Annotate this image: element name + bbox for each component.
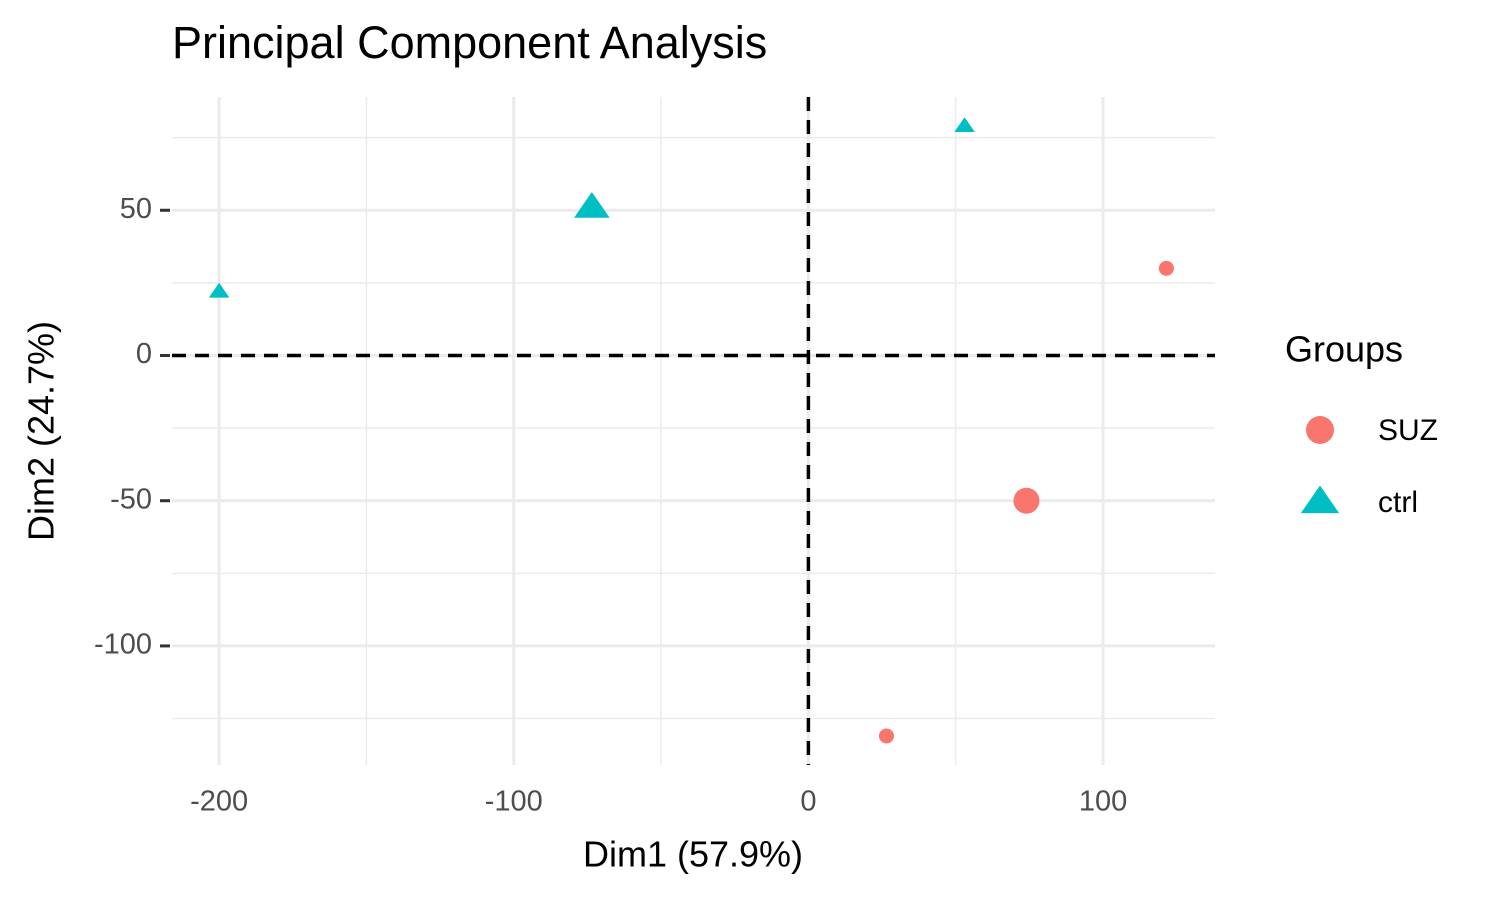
x-tick-label: -100 — [485, 786, 543, 818]
y-tick-label: 0 — [136, 338, 152, 370]
legend-title: Groups — [1285, 329, 1403, 370]
x-tick-label: 0 — [800, 786, 816, 818]
point — [954, 117, 975, 133]
y-tick-label: 50 — [120, 193, 152, 225]
point — [1158, 260, 1174, 276]
legend-marker — [1306, 416, 1334, 444]
y-tick-label: -50 — [110, 483, 152, 515]
x-tick-label: 100 — [1079, 786, 1127, 818]
y-axis-label: Dim2 (24.7%) — [21, 321, 62, 541]
chart-title: Principal Component Analysis — [172, 17, 767, 68]
legend-label: ctrl — [1378, 486, 1418, 519]
legend-label: SUZ — [1378, 414, 1438, 447]
point — [878, 728, 894, 744]
y-tick-label: -100 — [94, 629, 152, 661]
point — [574, 192, 610, 218]
x-tick-label: -200 — [190, 786, 248, 818]
point — [208, 282, 230, 298]
point — [1013, 487, 1040, 514]
x-axis-label: Dim1 (57.9%) — [583, 834, 803, 875]
legend-marker — [1300, 485, 1340, 514]
